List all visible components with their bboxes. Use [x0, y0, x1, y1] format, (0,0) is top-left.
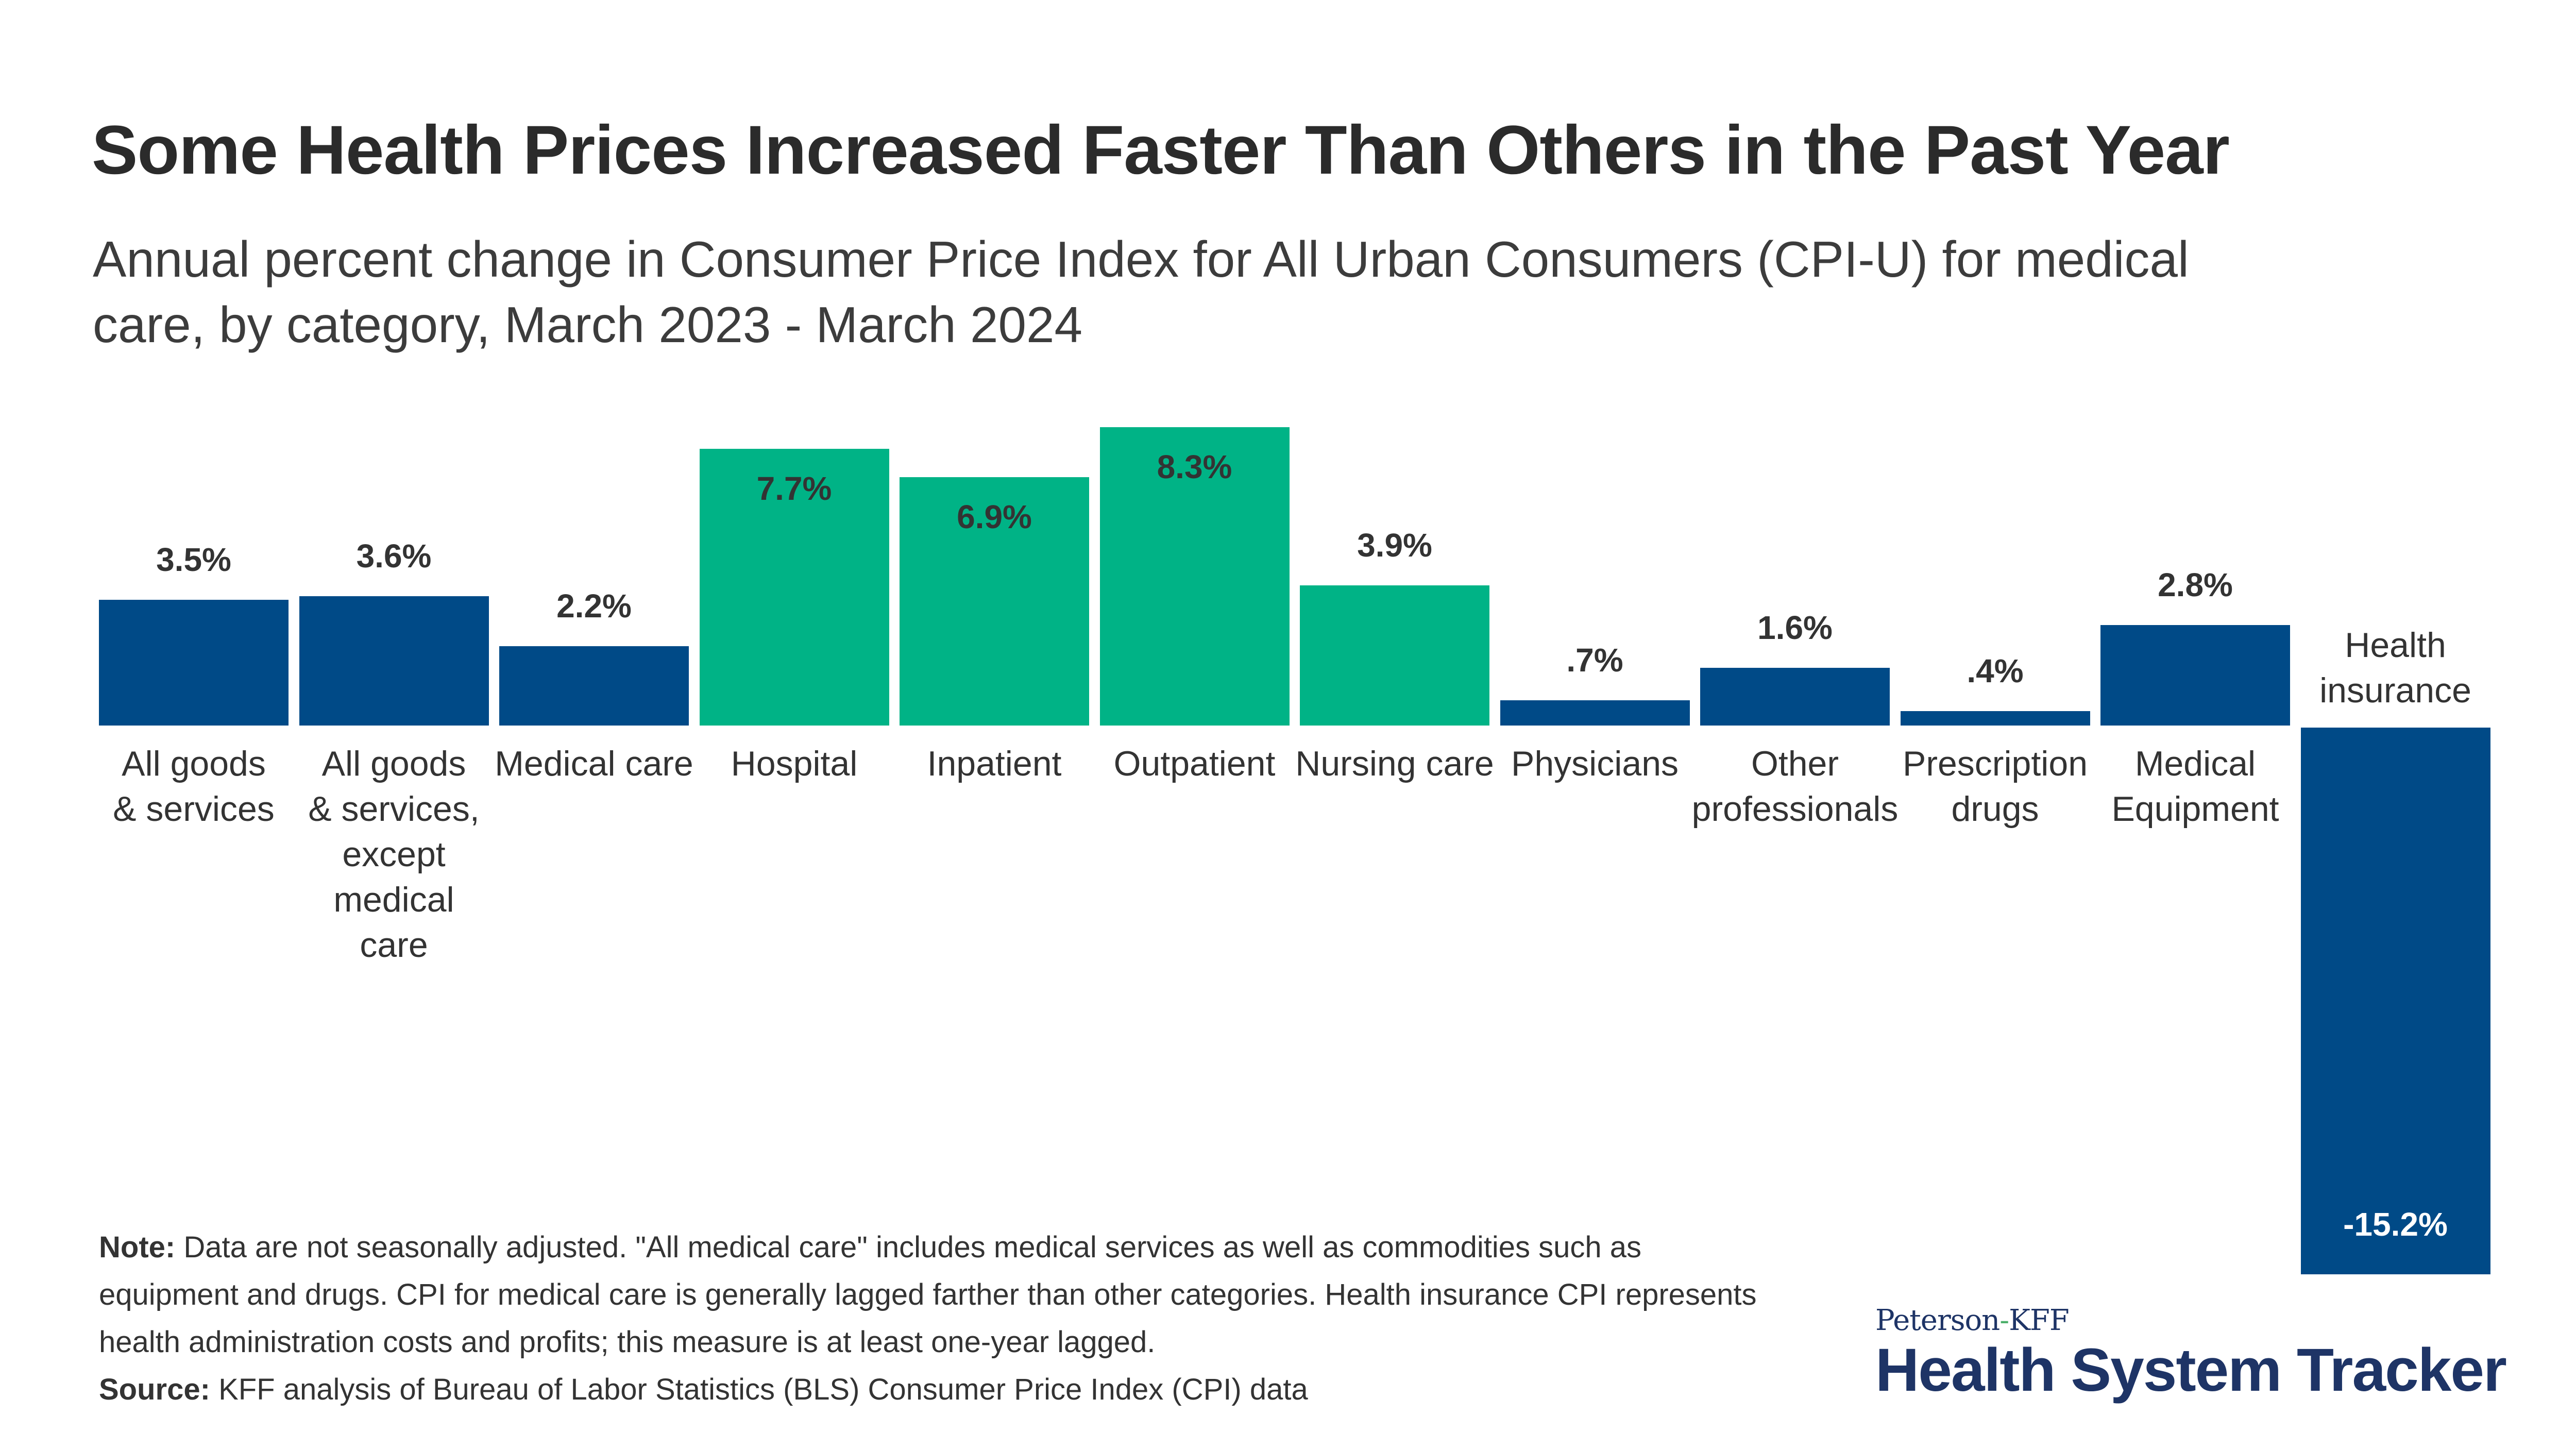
data-label-4: 7.7%	[756, 469, 832, 507]
bar-5	[900, 477, 1089, 726]
category-label-12: Health insurance	[2319, 626, 2471, 710]
category-label-4: Hospital	[731, 744, 858, 783]
logo-top-line: Peterson-KFF	[1875, 1304, 2506, 1337]
logo-kff: KFF	[2009, 1304, 2070, 1337]
bar-6	[1099, 427, 1290, 726]
footnote: Note: Data are not seasonally adjusted. …	[99, 1224, 1773, 1413]
bar-3	[499, 646, 689, 726]
bar-9	[1700, 668, 1890, 726]
category-label-8: Physicians	[1511, 744, 1679, 783]
data-label-9: 1.6%	[1757, 609, 1833, 647]
bar-10	[1900, 711, 2090, 726]
category-label-3: Medical care	[495, 744, 693, 783]
data-label-5: 6.9%	[957, 498, 1032, 536]
bar-12	[2300, 728, 2490, 1274]
category-label-5: Inpatient	[927, 744, 1062, 783]
category-label-10: Prescription drugs	[1902, 744, 2088, 829]
source-body: KFF analysis of Bureau of Labor Statisti…	[210, 1373, 1308, 1406]
logo-main-text: Health System Tracker	[1875, 1336, 2507, 1404]
bar-1	[99, 599, 289, 726]
source-text: Source: KFF analysis of Bureau of Labor …	[99, 1366, 1773, 1413]
category-label-7: Nursing care	[1295, 744, 1494, 783]
chart-title: Some Health Prices Increased Faster Than…	[92, 112, 2230, 189]
chart-subtitle: Annual percent change in Consumer Price …	[93, 231, 2189, 353]
logo-dash: -	[1999, 1304, 2009, 1337]
category-label-9: Other professionals	[1691, 744, 1899, 829]
data-label-8: .7%	[1566, 642, 1623, 679]
bar-8	[1500, 700, 1690, 726]
data-label-10: .4%	[1967, 652, 2024, 690]
category-label-2: All goods & services, except medical car…	[308, 744, 480, 965]
data-label-7: 3.9%	[1357, 526, 1432, 564]
source-label: Source:	[99, 1373, 210, 1406]
data-label-2: 3.6%	[356, 537, 432, 575]
bar-11	[2100, 625, 2290, 726]
category-label-11: Medical Equipment	[2111, 744, 2279, 829]
bar-2	[299, 596, 489, 726]
note-label: Note:	[99, 1231, 176, 1264]
category-label-6: Outpatient	[1113, 744, 1276, 783]
note-text: Note: Data are not seasonally adjusted. …	[99, 1224, 1773, 1366]
bar-7	[1300, 585, 1489, 726]
peterson-kff-logo: Peterson-KFF Health System Tracker	[1875, 1304, 2507, 1405]
data-label-11: 2.8%	[2158, 566, 2233, 603]
category-label-1: All goods & services	[113, 744, 275, 829]
data-label-12: -15.2%	[2343, 1205, 2448, 1243]
data-label-3: 2.2%	[556, 587, 632, 625]
bar-4	[699, 448, 889, 726]
data-label-1: 3.5%	[156, 541, 231, 578]
data-label-6: 8.3%	[1157, 448, 1232, 485]
note-body: Data are not seasonally adjusted. "All m…	[99, 1231, 1757, 1359]
logo-peterson: Peterson	[1875, 1304, 2000, 1337]
